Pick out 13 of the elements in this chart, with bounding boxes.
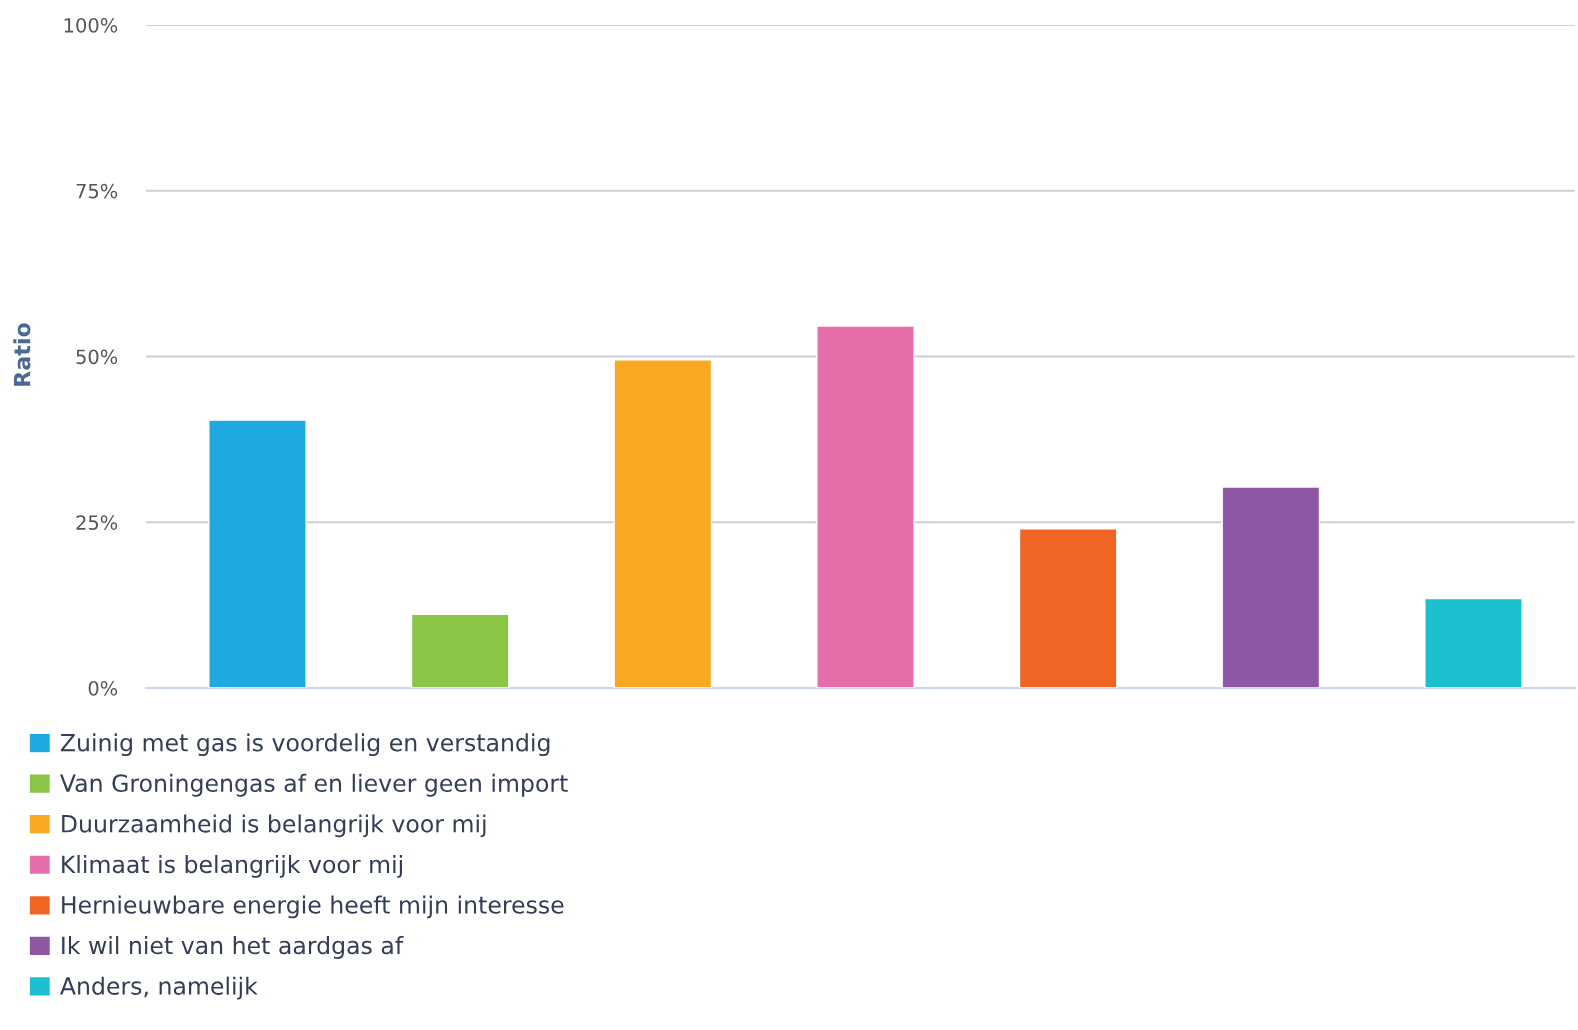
legend-label: Duurzaamheid is belangrijk voor mij <box>62 814 486 838</box>
y-tick-label: 100% <box>64 17 118 33</box>
legend-label: Ik wil niet van het aardgas af <box>62 936 404 959</box>
legend-label: Anders, namelijk <box>60 976 258 1000</box>
legend-label: Hernieuwbare energie heeft mijn interesse <box>62 895 564 919</box>
y-tick-label: 25% <box>76 515 118 530</box>
y-axis-title: Ratio <box>13 323 31 386</box>
y-tick-label: 75% <box>76 183 118 199</box>
legend-label: Zuinig met gas is voordelig en verstandig <box>60 733 550 757</box>
legend-label: Klimaat is belangrijk voor mij <box>62 854 402 878</box>
y-tick-label: 0% <box>88 680 118 696</box>
y-tick-label: 50% <box>76 349 118 365</box>
legend-label: Van Groningengas af en liever geen import <box>60 773 568 797</box>
